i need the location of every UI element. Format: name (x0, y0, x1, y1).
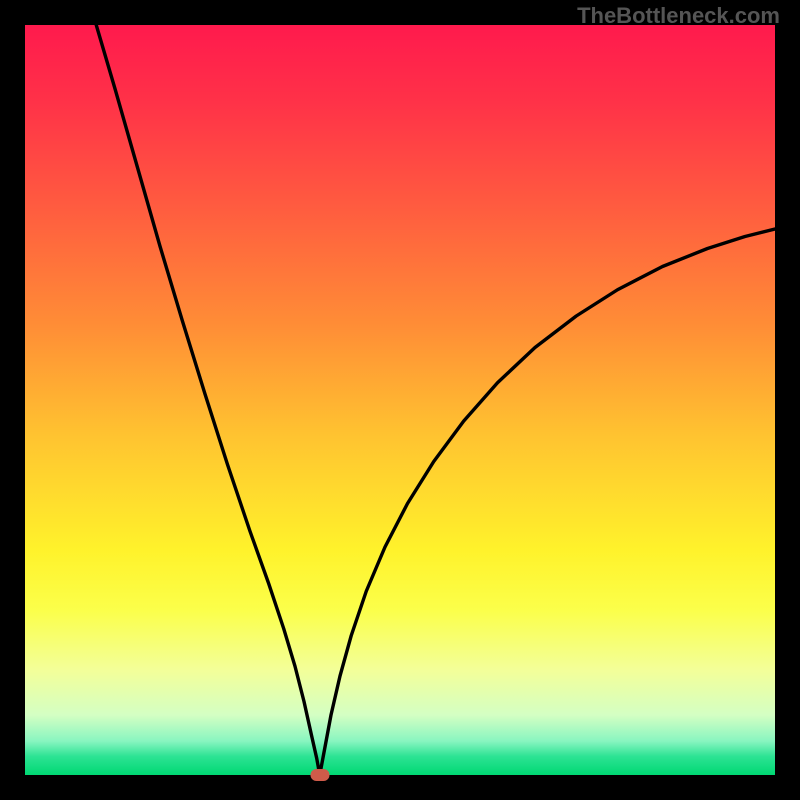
bottleneck-curve (25, 25, 775, 775)
chart-container: TheBottleneck.com (0, 0, 800, 800)
minimum-marker (310, 769, 329, 781)
watermark-text: TheBottleneck.com (577, 3, 780, 29)
plot-area (25, 25, 775, 775)
